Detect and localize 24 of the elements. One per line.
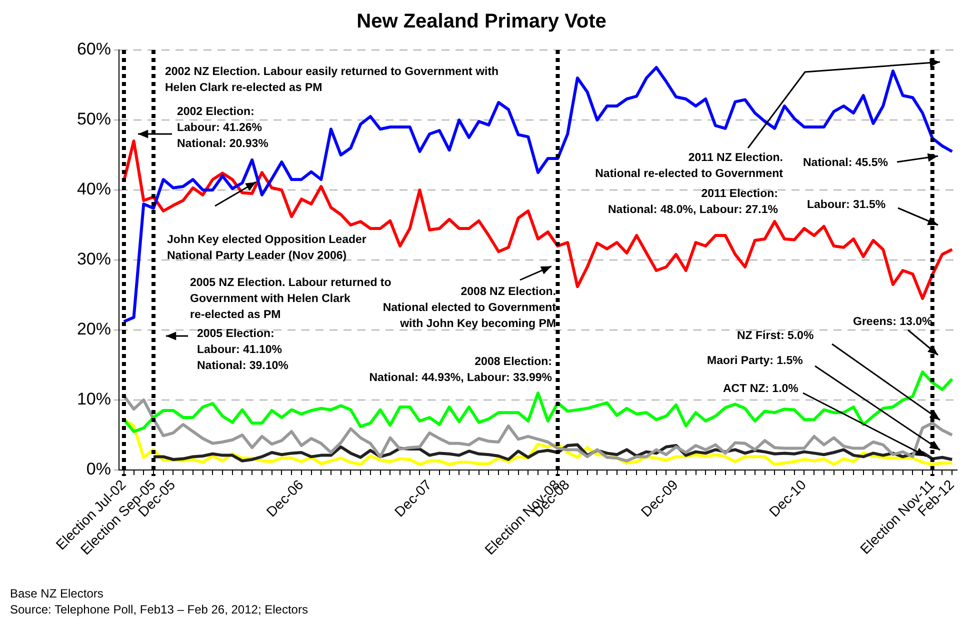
annotation: NZ First: 5.0%	[737, 330, 814, 342]
annotation: National: 45.5%	[803, 157, 888, 170]
y-tick-label: 20%	[76, 320, 111, 339]
annotation: Maori Party: 1.5%	[707, 355, 803, 368]
annotation: 2008 NZ Election. National elected to Government with John Key becoming PM	[382, 286, 556, 330]
chart-title: New Zealand Primary Vote	[356, 10, 606, 33]
y-tick-label: 50%	[76, 110, 111, 129]
annotation: 2011 Election: National: 48.0%, Labour: 27.1%	[608, 188, 778, 216]
annotation: 2002 Election: Labour: 41.26% National: 20.93%	[177, 106, 268, 150]
y-tick-label: 0%	[86, 460, 111, 479]
annotation: Labour: 31.5%	[807, 199, 886, 212]
annotation: 2011 NZ Election. National re-elected to Government	[595, 152, 784, 180]
annotation: ACT NZ: 1.0%	[723, 383, 798, 396]
y-tick-label: 40%	[76, 180, 111, 199]
annotation: Greens: 13.0%	[853, 316, 932, 328]
y-tick-label: 10%	[76, 390, 111, 409]
annotation: 2002 NZ Election. Labour easily returned to Government with Helen Clark re-elected as PM	[165, 66, 499, 94]
y-tick-label: 30%	[76, 250, 111, 269]
annotation: 2008 Election: National: 44.93%, Labour: 33.99%	[369, 356, 552, 384]
text: Base NZ Electors	[10, 586, 104, 600]
source-note: Source: Telephone Poll, Feb13 – Feb 26, 2012; Electors	[10, 602, 308, 616]
y-tick-label: 60%	[76, 40, 111, 59]
annotation: John Key elected Opposition Leader National Party Leader (Nov 2006)	[167, 234, 367, 262]
annotation: 2005 Election: Labour: 41.10% National: 39.10%	[197, 328, 288, 372]
